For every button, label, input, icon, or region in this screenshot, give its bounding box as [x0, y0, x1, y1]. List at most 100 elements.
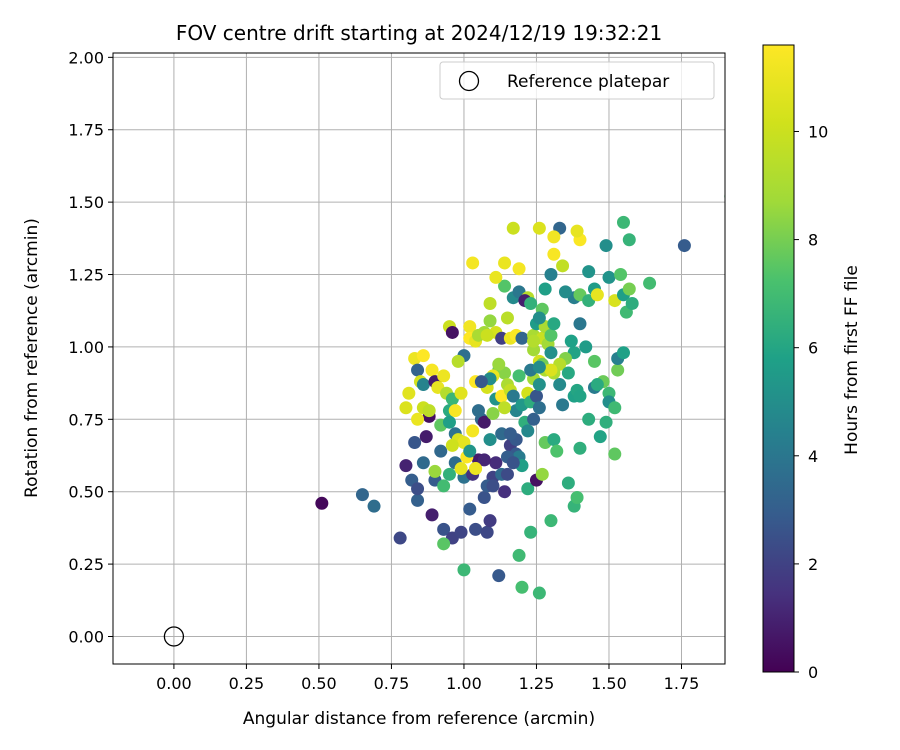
- data-point: [498, 256, 512, 270]
- data-point: [622, 282, 636, 296]
- axis-ticks: 0.00 0.25 0.50 0.75 1.00 1.25 1.50 1.75 0.00 0.25…: [68, 48, 699, 693]
- legend: Reference platepar: [439, 61, 715, 100]
- data-point: [527, 412, 541, 426]
- y-tick-label: 0.75: [68, 410, 104, 429]
- data-point: [457, 563, 471, 577]
- y-axis-label: Rotation from reference (arcmin): [22, 218, 42, 498]
- data-point: [506, 221, 520, 235]
- data-point: [608, 447, 622, 461]
- data-point: [408, 435, 422, 449]
- data-point: [599, 239, 613, 253]
- colorbar-tick-label: 10: [808, 122, 828, 141]
- data-point: [570, 490, 584, 504]
- data-point: [437, 522, 451, 536]
- data-point: [593, 430, 607, 444]
- data-point: [480, 525, 494, 539]
- data-point: [416, 349, 430, 363]
- data-point: [544, 363, 558, 377]
- colorbar-tick-label: 2: [808, 555, 818, 574]
- data-point: [411, 493, 425, 507]
- x-tick-label: 0.75: [374, 674, 410, 693]
- data-point: [469, 522, 483, 536]
- data-point: [643, 276, 657, 290]
- data-point: [486, 407, 500, 421]
- data-point: [411, 482, 425, 496]
- data-point: [561, 476, 575, 490]
- data-point: [492, 569, 506, 583]
- colorbar-gradient: [762, 44, 795, 673]
- data-point: [463, 320, 477, 334]
- data-point: [463, 502, 477, 516]
- data-point: [498, 485, 512, 499]
- data-point: [483, 296, 497, 310]
- data-point: [573, 441, 587, 455]
- data-point: [445, 438, 459, 452]
- data-point: [512, 548, 526, 562]
- data-point: [463, 444, 477, 458]
- data-point: [466, 256, 480, 270]
- data-point: [611, 363, 625, 377]
- data-point: [608, 401, 622, 415]
- data-point: [477, 415, 491, 429]
- data-point: [442, 467, 456, 481]
- data-point: [521, 482, 535, 496]
- x-tick-label: 1.75: [664, 674, 700, 693]
- reference-marker: [163, 626, 185, 647]
- data-point: [544, 268, 558, 282]
- data-point: [486, 479, 500, 493]
- data-point: [625, 296, 639, 310]
- data-point: [498, 279, 512, 293]
- data-point: [416, 378, 430, 392]
- data-point: [451, 354, 465, 368]
- data-point: [570, 224, 584, 238]
- data-point: [512, 262, 526, 276]
- data-point: [587, 354, 601, 368]
- data-point: [616, 346, 630, 360]
- data-point: [422, 404, 436, 418]
- data-point: [483, 314, 497, 328]
- data-point: [556, 259, 570, 273]
- data-point: [532, 311, 546, 325]
- data-point: [489, 270, 503, 284]
- data-point: [544, 346, 558, 360]
- data-point: [515, 331, 529, 345]
- x-axis-label: Angular distance from reference (arcmin): [243, 709, 595, 729]
- colorbar-tick-label: 6: [808, 339, 818, 358]
- data-point: [492, 357, 506, 371]
- data-point: [558, 285, 572, 299]
- y-tick-label: 1.75: [68, 121, 104, 140]
- data-point: [535, 467, 549, 481]
- chart-title: FOV centre drift starting at 2024/12/19 …: [176, 21, 662, 45]
- data-point: [506, 456, 520, 470]
- data-point: [474, 375, 488, 389]
- data-point: [466, 424, 480, 438]
- y-tick-label: 0.00: [68, 627, 104, 646]
- data-point: [503, 427, 517, 441]
- data-point: [477, 453, 491, 467]
- data-point: [724, 193, 725, 200]
- data-point: [355, 488, 369, 502]
- x-tick-label: 1.00: [446, 674, 482, 693]
- data-point: [477, 490, 491, 504]
- colorbar-tick-label: 4: [808, 447, 818, 466]
- data-point: [425, 508, 439, 522]
- data-point: [532, 221, 546, 235]
- data-point: [500, 311, 514, 325]
- data-point: [532, 360, 546, 374]
- colorbar-label: Hours from first FF file: [842, 265, 862, 455]
- data-point: [469, 462, 483, 476]
- data-point: [437, 479, 451, 493]
- data-point: [442, 415, 456, 429]
- y-tick-label: 0.50: [68, 483, 104, 502]
- data-point: [532, 378, 546, 392]
- data-point: [564, 334, 578, 348]
- data-point: [448, 404, 462, 418]
- data-point: [616, 215, 630, 229]
- plot-frame: [112, 52, 726, 665]
- data-point: [538, 282, 552, 296]
- data-point: [428, 464, 442, 478]
- data-point: [590, 378, 604, 392]
- data-point: [445, 325, 459, 339]
- data-point: [411, 412, 425, 426]
